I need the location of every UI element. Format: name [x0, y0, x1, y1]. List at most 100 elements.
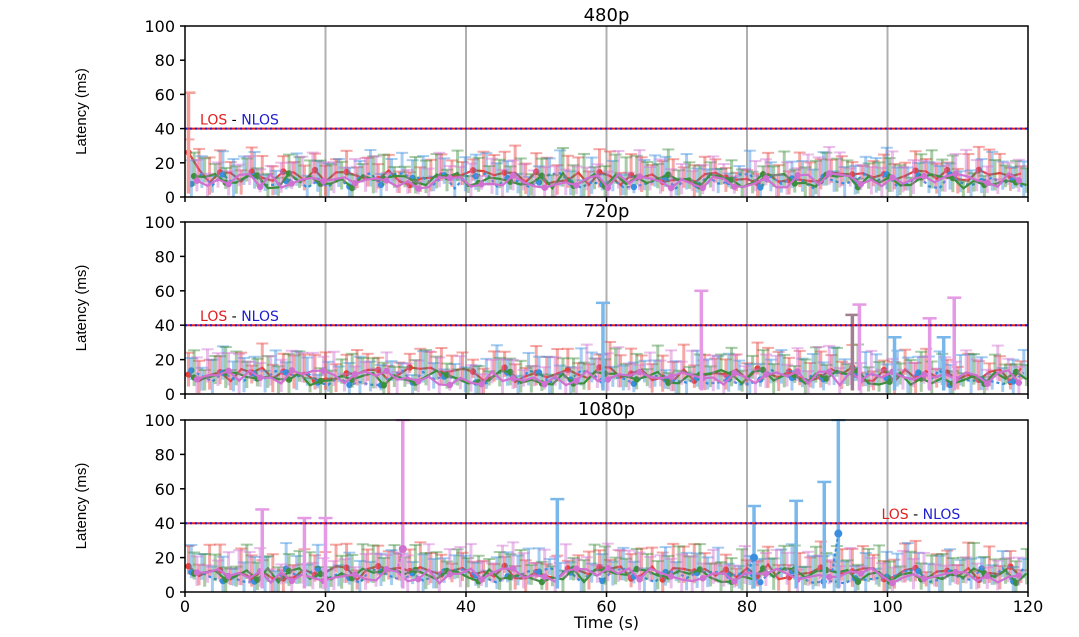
- series-point: [604, 376, 612, 383]
- x-tick-label: 40: [456, 597, 476, 616]
- series-point: [920, 575, 928, 583]
- series-point: [507, 368, 514, 376]
- label-sep: -: [909, 507, 923, 523]
- series-point: [762, 175, 770, 182]
- x-tick-label: 100: [872, 597, 903, 616]
- series-point: [351, 371, 359, 378]
- chart-panel-1: LOS - NLOS 0 20 40 60 80 100 480p Latency (ms): [73, 5, 1029, 207]
- series-point: [665, 171, 672, 178]
- panel-title: 1080p: [578, 399, 635, 420]
- series-group: [185, 419, 1028, 592]
- series-point: [288, 577, 295, 585]
- series-point: [507, 574, 514, 581]
- series-point: [696, 566, 704, 573]
- series-point: [920, 371, 928, 378]
- series-point: [446, 381, 454, 389]
- series-point: [857, 181, 865, 188]
- series-point: [665, 379, 672, 386]
- marker-point: [834, 529, 843, 538]
- series-point: [944, 166, 951, 174]
- series-point: [731, 578, 738, 585]
- y-tick-label: 80: [155, 247, 175, 266]
- series-point: [823, 375, 830, 382]
- series-point: [311, 166, 319, 174]
- series-point: [1015, 177, 1023, 184]
- series-point: [443, 371, 451, 379]
- label-sep: -: [227, 309, 241, 325]
- y-tick-label: 60: [155, 480, 175, 499]
- y-tick-label: 100: [144, 17, 175, 36]
- series-point: [728, 176, 735, 183]
- series-point: [469, 167, 477, 174]
- series-point: [564, 366, 572, 373]
- marker-point: [398, 545, 407, 553]
- y-tick-label: 20: [155, 351, 175, 370]
- y-tick-label: 100: [144, 213, 175, 232]
- series-point: [412, 178, 419, 186]
- series-point: [380, 382, 388, 389]
- marker-line: [395, 548, 404, 572]
- series-point: [541, 573, 548, 580]
- series-point: [596, 169, 603, 176]
- x-tick-label: 20: [315, 597, 335, 616]
- series-point: [343, 564, 350, 571]
- series-point: [535, 369, 543, 376]
- y-tick-label: 0: [165, 385, 175, 404]
- series-point: [604, 184, 612, 191]
- series-point: [285, 376, 293, 383]
- series-point: [759, 565, 767, 572]
- series-point: [472, 173, 480, 180]
- series-point: [636, 576, 643, 583]
- series-point: [889, 174, 896, 181]
- series-point: [415, 185, 422, 192]
- series-point: [285, 567, 293, 575]
- series-point: [825, 573, 833, 581]
- series-point: [377, 181, 385, 189]
- series-point: [254, 172, 261, 179]
- series-point: [633, 376, 640, 383]
- series-point: [1015, 572, 1023, 579]
- series-point: [348, 184, 356, 192]
- chart-panel-2: LOS - NLOS 0 20 40 60 80 100 720p Latency (ms): [73, 201, 1029, 404]
- series-point: [667, 184, 675, 192]
- series-point: [722, 566, 730, 573]
- series-point: [817, 564, 824, 571]
- series-point: [285, 170, 293, 177]
- series-point: [351, 571, 359, 578]
- series-point: [225, 367, 232, 375]
- y-tick-label: 100: [144, 411, 175, 430]
- series-point: [314, 565, 321, 572]
- label-los: LOS: [200, 309, 227, 325]
- y-tick-label: 80: [155, 51, 175, 70]
- series-point: [280, 168, 287, 175]
- series-point: [320, 178, 327, 185]
- label-nlos: NLOS: [923, 507, 961, 523]
- series-point: [573, 182, 580, 189]
- y-tick-label: 40: [155, 316, 175, 335]
- label-los: LOS: [200, 113, 227, 129]
- series-point: [317, 570, 324, 578]
- series-point: [501, 169, 508, 176]
- x-tick-label: 60: [596, 597, 616, 616]
- series-line: [191, 566, 1025, 585]
- series-point: [596, 364, 603, 371]
- y-tick-label: 40: [155, 120, 175, 139]
- series-group: [185, 289, 1028, 394]
- series-point: [415, 575, 422, 583]
- series-point: [599, 577, 606, 585]
- y-axis-label: Latency (ms): [73, 265, 90, 352]
- series-point: [1007, 563, 1014, 570]
- series-point: [535, 179, 543, 186]
- series-point: [320, 367, 327, 374]
- y-tick-label: 20: [155, 154, 175, 173]
- series-point: [193, 569, 201, 576]
- series-point: [541, 184, 548, 191]
- label-sep: -: [227, 113, 241, 129]
- series-point: [912, 167, 919, 174]
- series-point: [478, 181, 485, 188]
- series-point: [1012, 579, 1020, 587]
- chart-panel-3: LOS - NLOS 0 20 40 60 80 100 0 20 40 60 80 100 120 108…: [73, 399, 1043, 632]
- series-point: [731, 369, 738, 377]
- y-axis-label: Latency (ms): [73, 463, 90, 550]
